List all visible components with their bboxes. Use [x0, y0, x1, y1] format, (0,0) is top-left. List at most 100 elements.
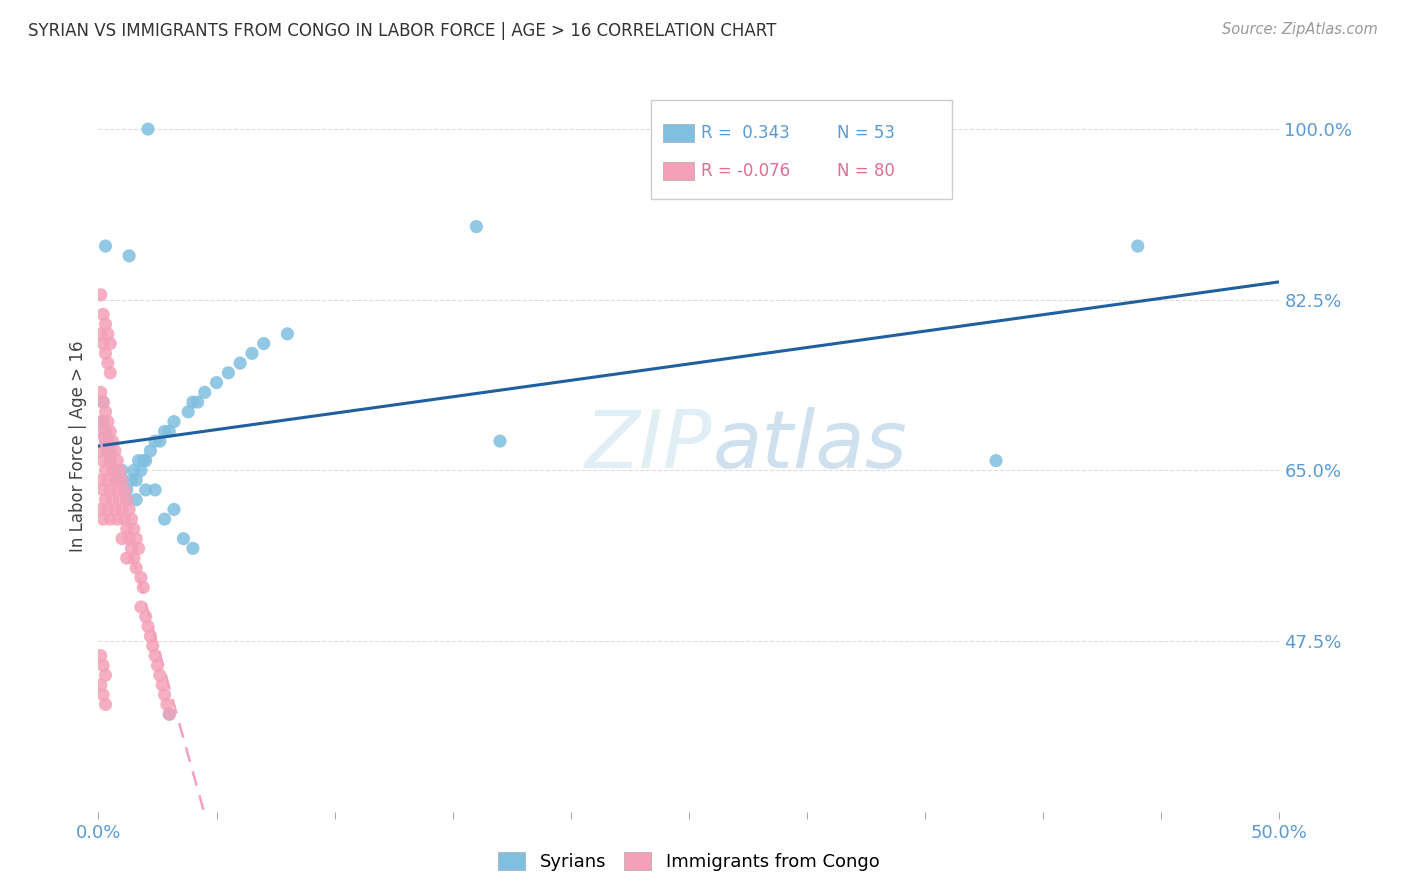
Point [125, 532, 148, 546]
Point [97, 326, 120, 341]
Point [136, 122, 159, 136]
Point [98, 512, 121, 526]
Point [135, 453, 157, 467]
Point [98, 443, 121, 458]
Point [105, 483, 128, 497]
Point [217, 366, 239, 380]
Text: Source: ZipAtlas.com: Source: ZipAtlas.com [1222, 22, 1378, 37]
Point [91, 307, 114, 321]
Point [132, 581, 155, 595]
Point [112, 483, 135, 497]
Point [97, 434, 120, 449]
Point [121, 512, 143, 526]
Point [149, 434, 172, 449]
Point [91, 483, 114, 497]
Point [157, 707, 180, 722]
Point [121, 473, 143, 487]
Point [153, 512, 176, 526]
Point [104, 473, 127, 487]
Point [143, 648, 166, 663]
Point [157, 425, 180, 439]
Point [108, 492, 131, 507]
Point [97, 443, 120, 458]
Point [128, 541, 150, 556]
Point [489, 434, 512, 449]
Point [91, 658, 114, 673]
Point [156, 698, 179, 712]
Point [97, 415, 120, 429]
Point [125, 561, 148, 575]
Point [153, 688, 176, 702]
Point [91, 688, 114, 702]
Point [111, 473, 134, 487]
Point [101, 434, 124, 449]
Point [132, 453, 155, 467]
Point [94, 434, 117, 449]
Point [157, 707, 180, 722]
Point [115, 483, 138, 497]
Point [101, 492, 124, 507]
Point [139, 443, 162, 458]
Point [135, 609, 157, 624]
Point [118, 532, 141, 546]
Point [125, 492, 148, 507]
Point [115, 492, 138, 507]
Text: ZIP: ZIP [585, 407, 713, 485]
Point [91, 395, 114, 409]
Point [194, 385, 217, 400]
Point [94, 346, 117, 360]
Point [97, 473, 120, 487]
Point [104, 443, 127, 458]
Point [90, 502, 112, 516]
Point [105, 473, 128, 487]
Point [98, 425, 121, 439]
Point [139, 629, 162, 643]
Point [108, 463, 131, 477]
Point [94, 239, 117, 253]
Point [129, 463, 152, 477]
Point [122, 522, 145, 536]
Point [122, 551, 145, 566]
Point [172, 532, 194, 546]
Point [94, 492, 117, 507]
Point [98, 366, 121, 380]
Point [91, 336, 114, 351]
Point [98, 453, 121, 467]
Point [90, 443, 112, 458]
Point [97, 356, 120, 370]
Point [115, 492, 138, 507]
Legend: Syrians, Immigrants from Congo: Syrians, Immigrants from Congo [491, 845, 887, 879]
Point [984, 453, 1007, 467]
Point [177, 405, 200, 419]
Point [135, 483, 157, 497]
Point [91, 395, 114, 409]
Point [90, 415, 112, 429]
Point [111, 532, 134, 546]
Point [253, 336, 276, 351]
Point [125, 473, 148, 487]
Point [94, 405, 117, 419]
Text: N = 80: N = 80 [837, 161, 894, 179]
Point [91, 415, 114, 429]
Point [98, 483, 121, 497]
Point [142, 639, 165, 653]
Point [111, 463, 134, 477]
Point [91, 425, 114, 439]
Point [105, 453, 128, 467]
Point [121, 541, 143, 556]
Text: R = -0.076: R = -0.076 [702, 161, 790, 179]
Point [91, 512, 114, 526]
Point [90, 473, 112, 487]
Text: R =  0.343: R = 0.343 [702, 124, 790, 142]
Point [129, 599, 152, 614]
Point [111, 502, 134, 516]
Point [91, 453, 114, 467]
Point [101, 463, 124, 477]
Point [149, 668, 172, 682]
Point [94, 425, 117, 439]
Point [118, 249, 141, 263]
Point [181, 395, 204, 409]
Text: SYRIAN VS IMMIGRANTS FROM CONGO IN LABOR FORCE | AGE > 16 CORRELATION CHART: SYRIAN VS IMMIGRANTS FROM CONGO IN LABOR… [28, 22, 776, 40]
Point [1126, 239, 1149, 253]
Point [94, 668, 117, 682]
